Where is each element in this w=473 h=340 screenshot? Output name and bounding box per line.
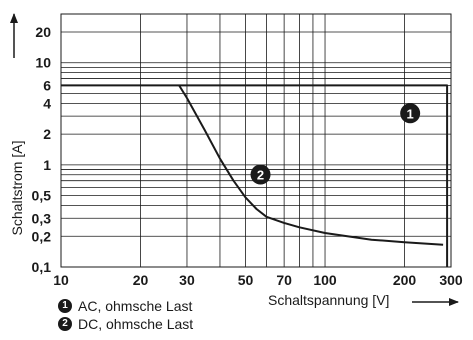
series-line-2 xyxy=(178,84,444,246)
y-tick-label: 0,2 xyxy=(32,228,52,244)
y-tick-label: 0,3 xyxy=(32,210,52,226)
y-tick-label: 0,5 xyxy=(32,188,52,204)
x-tick-label: 100 xyxy=(313,272,337,288)
y-tick-label: 20 xyxy=(35,24,51,40)
series-marker-label-2: 2 xyxy=(257,168,264,183)
legend-label-dc: DC, ohmsche Last xyxy=(78,316,194,332)
y-tick-label: 0,1 xyxy=(32,259,52,275)
x-tick-label: 30 xyxy=(179,272,195,288)
x-tick-label: 20 xyxy=(133,272,149,288)
x-tick-label: 200 xyxy=(393,272,417,288)
legend-item-dc: 2 DC, ohmsche Last xyxy=(58,316,193,332)
marker-1-icon: 1 xyxy=(58,299,72,313)
series-marker-1 xyxy=(400,103,421,124)
x-tick-label: 300 xyxy=(439,272,463,288)
x-tick-label: 70 xyxy=(276,272,292,288)
series-marker-2 xyxy=(250,164,271,185)
y-tick-label: 2 xyxy=(43,126,51,142)
x-axis-title: Schaltspannung [V] xyxy=(268,292,389,308)
x-tick-label: 50 xyxy=(238,272,254,288)
y-tick-label: 4 xyxy=(43,95,51,111)
series-marker-label-1: 1 xyxy=(407,106,414,121)
y-tick-label: 1 xyxy=(43,157,51,173)
x-tick-label: 10 xyxy=(53,272,69,288)
y-tick-label: 10 xyxy=(35,55,51,71)
plot-frame xyxy=(60,13,452,268)
y-axis-title: Schaltstrom [A] xyxy=(9,141,25,236)
marker-2-icon: 2 xyxy=(58,317,72,331)
y-tick-label: 6 xyxy=(43,77,51,93)
series-line-1 xyxy=(61,84,449,267)
legend-item-ac: 1 AC, ohmsche Last xyxy=(58,298,192,314)
legend-label-ac: AC, ohmsche Last xyxy=(78,298,193,314)
